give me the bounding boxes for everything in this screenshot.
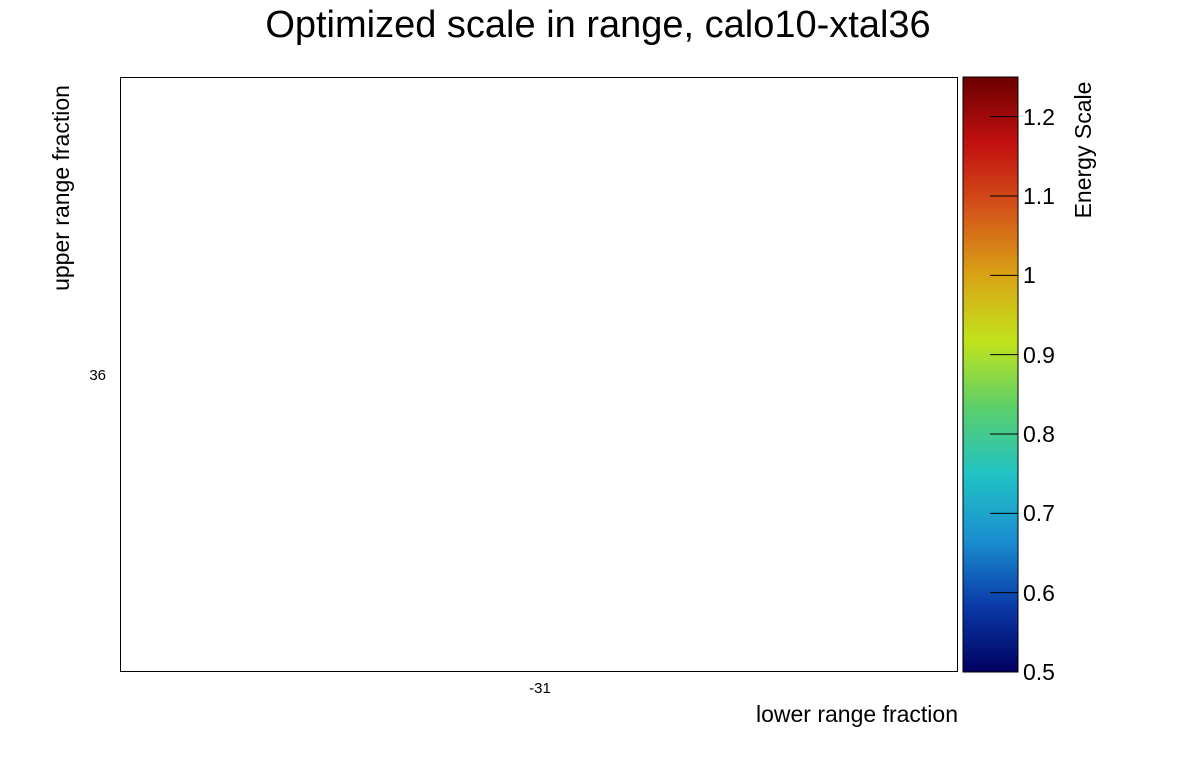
colorbar-tick-label: 0.8 [1023,421,1055,447]
colorbar-tick-label: 0.9 [1023,341,1055,368]
colorbar-tick-label: 1 [1023,262,1036,289]
colorbar [962,76,1019,673]
plot-area [120,77,958,672]
colorbar-gradient [962,76,1019,673]
colorbar-tick-label: 1.1 [1023,183,1055,209]
colorbar-tick-label: 0.5 [1023,659,1055,685]
colorbar-title: Energy Scale [1070,81,1096,219]
y-tick-label: 36 [89,367,106,384]
colorbar-tick-label: 0.7 [1023,500,1055,527]
x-axis-title: lower range fraction [756,701,958,727]
chart-title: Optimized scale in range, calo10-xtal36 [265,4,931,46]
x-tick-label: -31 [529,680,551,697]
colorbar-tick-label: 1.2 [1023,103,1055,130]
colorbar-tick-label: 0.6 [1023,579,1055,606]
y-axis-title: upper range fraction [48,85,74,291]
